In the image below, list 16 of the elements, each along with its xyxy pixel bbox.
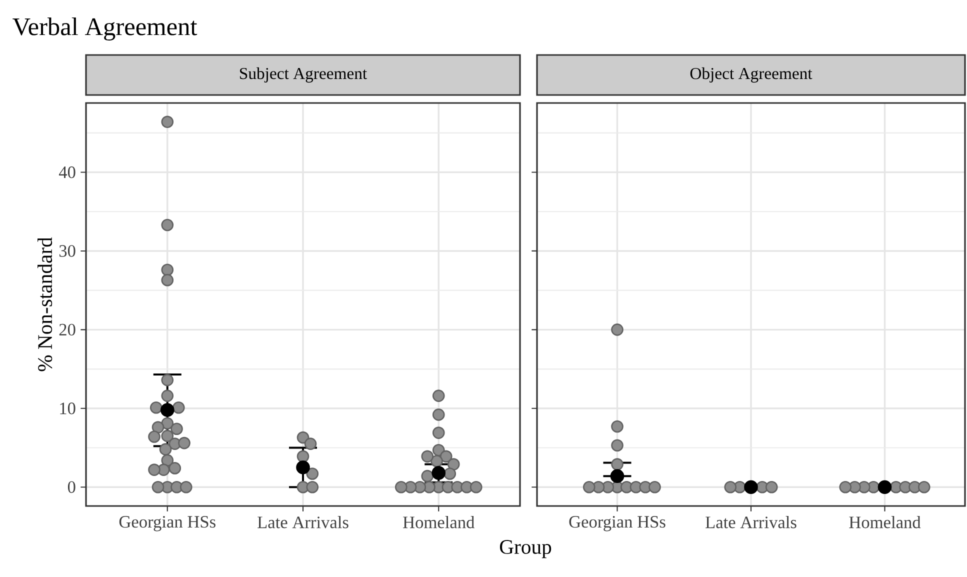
x-tick-label: Georgian HSs: [569, 516, 666, 532]
x-tick-label: Late Arrivals: [258, 516, 348, 528]
y-tick-label: 20: [59, 324, 76, 336]
y-axis-title: % Non-standard: [38, 237, 52, 372]
chart-subtitle: Subject Agreement: [240, 67, 368, 83]
chart-subtitle: Object Agreement: [690, 67, 812, 83]
x-axis-title: Group: [500, 540, 552, 558]
x-tick-label: Georgian HSs: [119, 516, 216, 532]
x-tick-label: Homeland: [403, 516, 475, 528]
y-tick-label: 0: [68, 481, 76, 493]
y-tick-label: 30: [59, 245, 76, 257]
y-tick-label: 40: [58, 166, 76, 178]
x-tick-label: Late Arrivals: [706, 516, 796, 528]
y-tick-label: 10: [60, 402, 76, 414]
chart-title: Verbal Agreement: [12, 17, 198, 41]
x-tick-label: Homeland: [849, 516, 921, 528]
